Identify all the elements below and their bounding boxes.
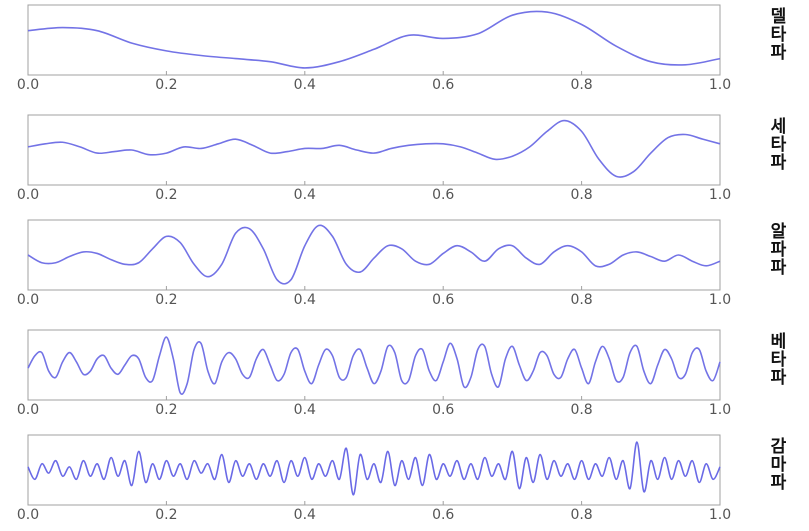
x-tick-label: 0.8 <box>570 507 592 523</box>
x-tick-label: 0.8 <box>570 292 592 308</box>
x-tick-label: 0.0 <box>17 292 39 308</box>
x-tick-label: 0.0 <box>17 77 39 93</box>
wave-name: 델타파 <box>766 6 786 61</box>
x-tick-label: 0.8 <box>570 402 592 418</box>
x-tick-label: 0.2 <box>155 402 177 418</box>
wave-line <box>27 10 721 69</box>
wave-line <box>27 119 721 178</box>
plot-frame <box>27 114 721 186</box>
x-tick-label: 0.8 <box>570 187 592 203</box>
x-tick-label: 0.4 <box>294 507 316 523</box>
wave-name: 감마파 <box>766 437 786 491</box>
x-tick-label: 0.0 <box>17 187 39 203</box>
wave-name: 세타파 <box>766 117 786 171</box>
x-tick-label: 0.6 <box>432 187 454 203</box>
wave-line <box>27 336 721 396</box>
x-tick-label: 0.8 <box>570 77 592 93</box>
wave-name: 베타파 <box>766 332 786 386</box>
x-tick-label: 0.2 <box>155 77 177 93</box>
x-tick-label: 1.0 <box>709 77 731 93</box>
x-tick-label: 0.6 <box>432 507 454 523</box>
plot-frame <box>27 434 721 506</box>
x-tick-label: 1.0 <box>709 292 731 308</box>
x-tick-label: 0.2 <box>155 292 177 308</box>
plot-frame <box>27 4 721 76</box>
x-tick-label: 0.4 <box>294 292 316 308</box>
x-tick-label: 1.0 <box>709 402 731 418</box>
x-tick-label: 0.2 <box>155 187 177 203</box>
x-tick-label: 0.4 <box>294 77 316 93</box>
x-tick-label: 0.6 <box>432 77 454 93</box>
x-tick-label: 0.2 <box>155 507 177 523</box>
x-tick-label: 1.0 <box>709 507 731 523</box>
x-tick-label: 0.0 <box>17 507 39 523</box>
wave-line <box>27 224 721 285</box>
x-tick-label: 0.4 <box>294 187 316 203</box>
plot-frame <box>27 219 721 291</box>
wave-line <box>27 441 721 496</box>
x-tick-label: 0.0 <box>17 402 39 418</box>
x-tick-label: 1.0 <box>709 187 731 203</box>
wave-name: 알파파 <box>766 222 786 276</box>
x-tick-label: 0.4 <box>294 402 316 418</box>
x-tick-label: 0.6 <box>432 402 454 418</box>
plot-frame <box>27 329 721 401</box>
x-tick-label: 0.6 <box>432 292 454 308</box>
